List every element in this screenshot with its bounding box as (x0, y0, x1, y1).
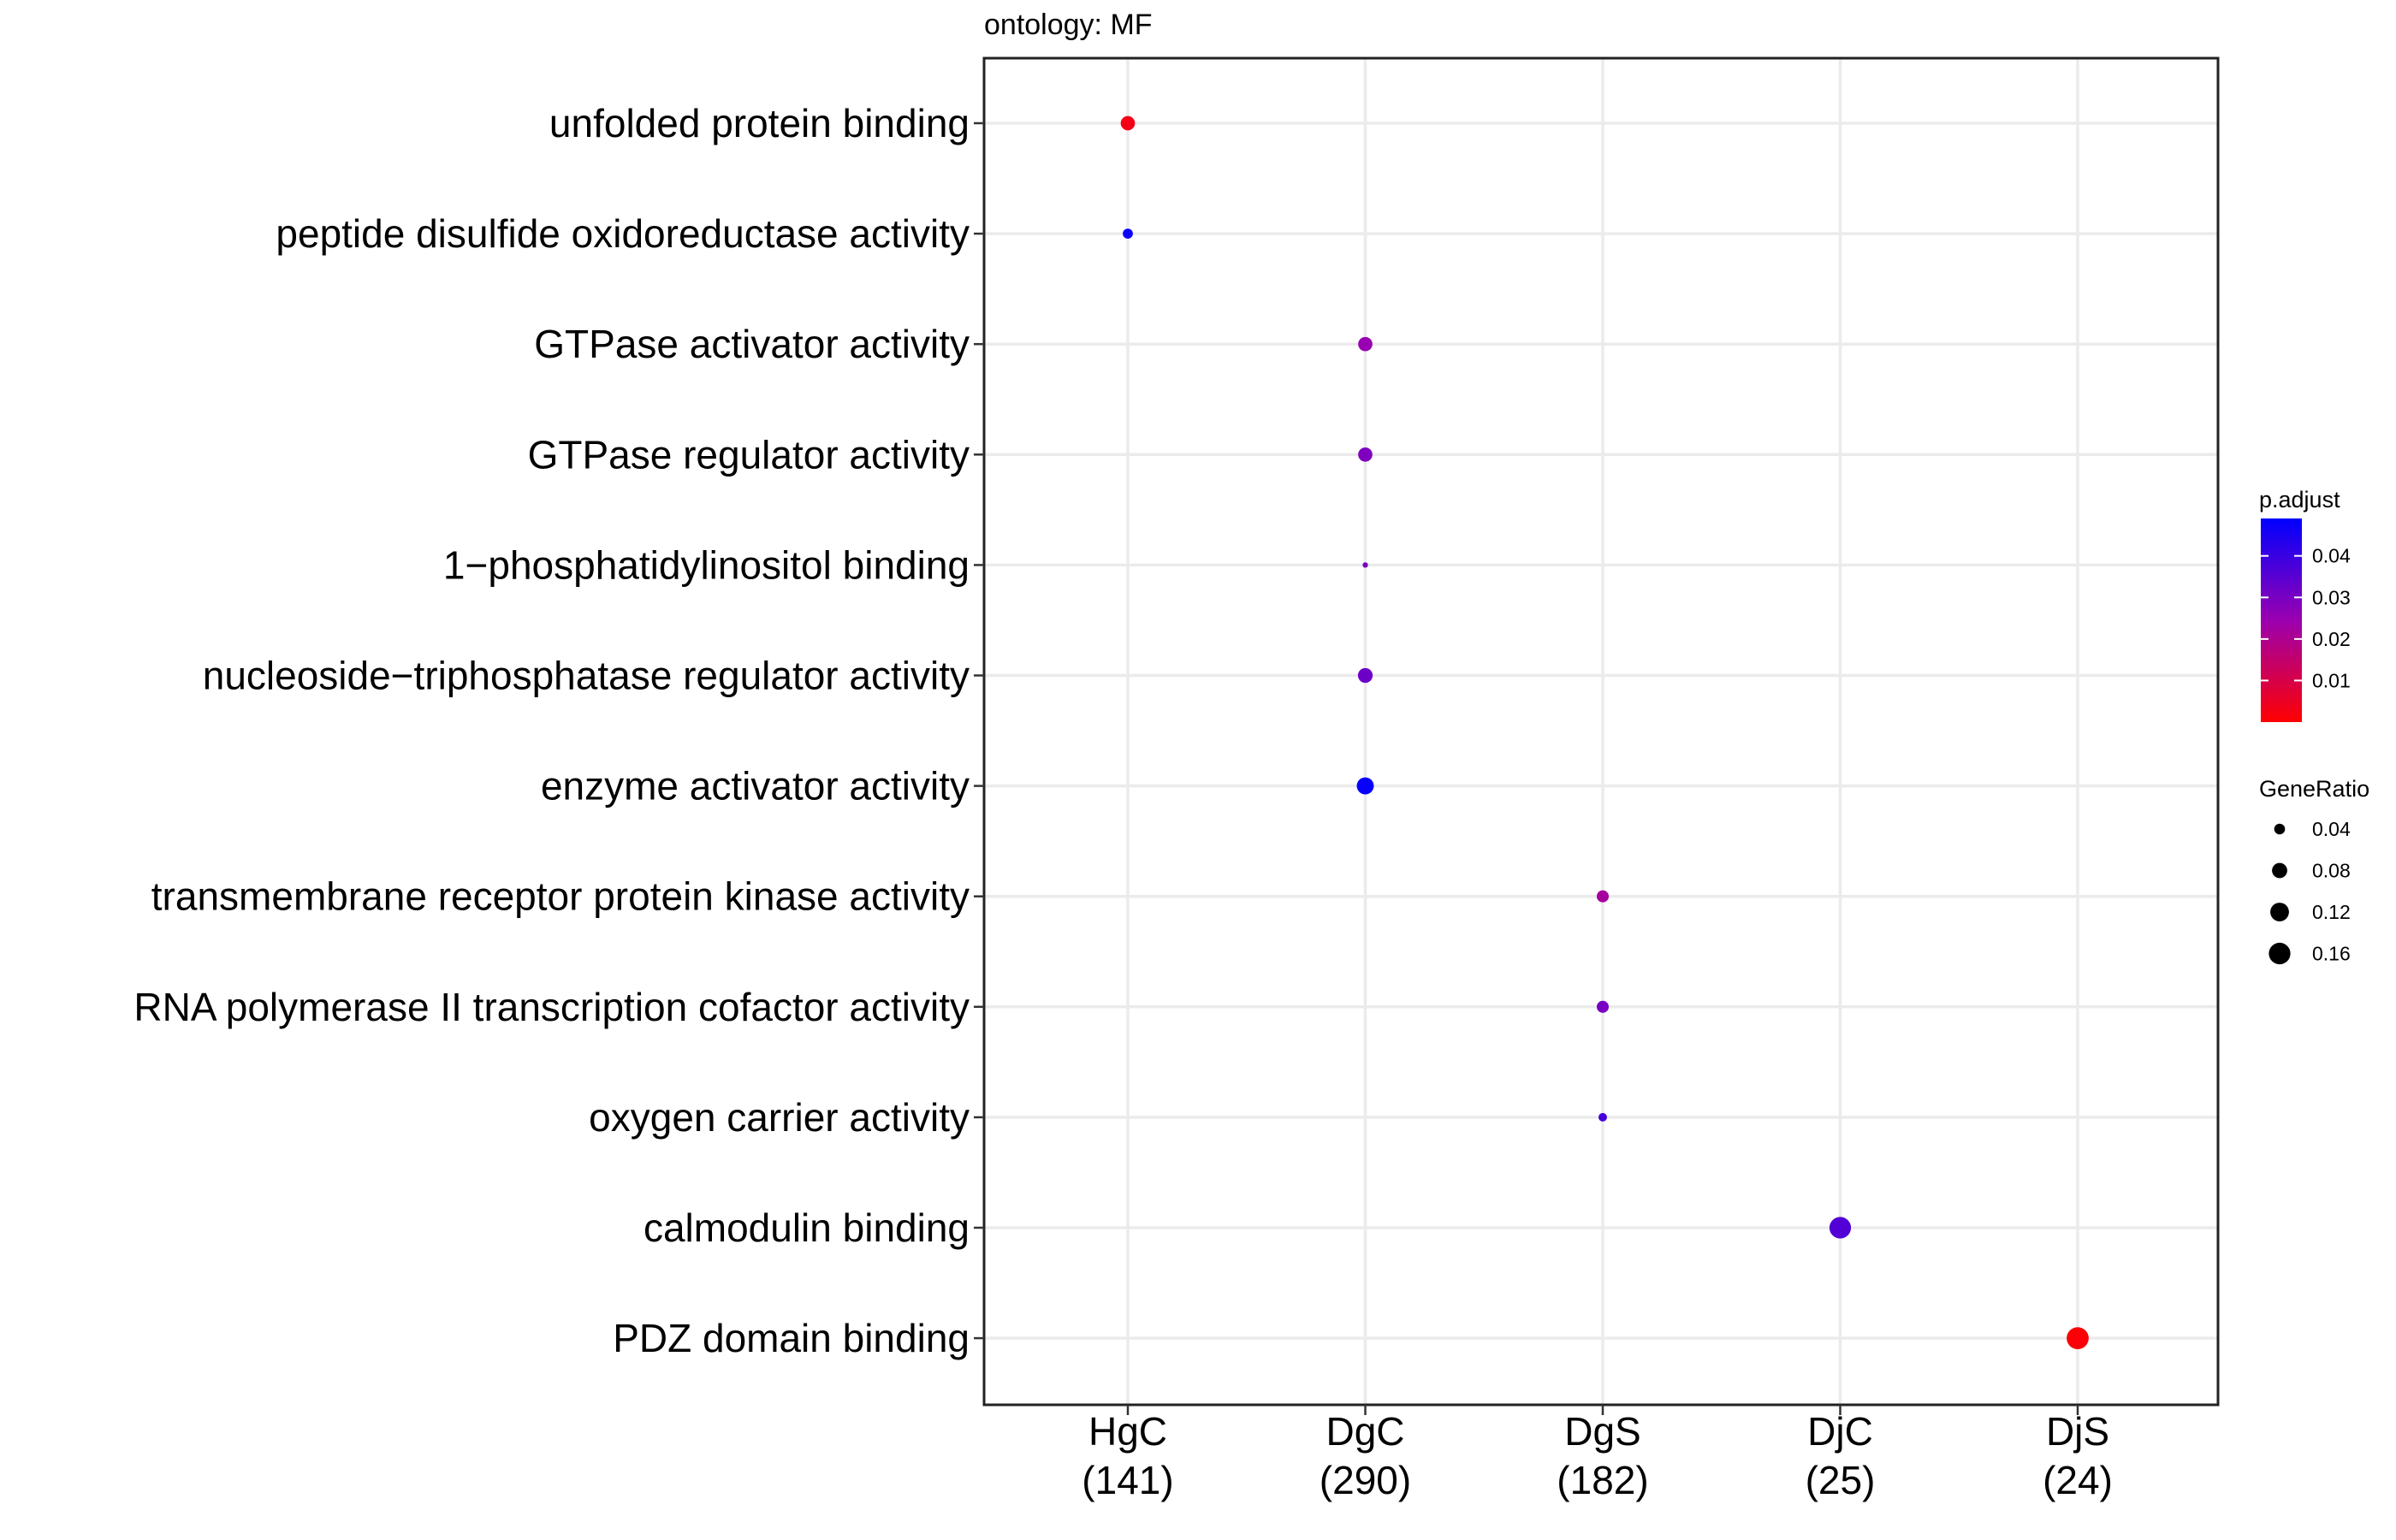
y-tick-label: unfolded protein binding (549, 101, 970, 145)
size-legend-dot (2274, 823, 2286, 835)
y-tick-label: enzyme activator activity (541, 764, 970, 808)
axis-ticks (974, 121, 2079, 1415)
data-point (1357, 667, 1373, 684)
y-tick-label: calmodulin binding (643, 1205, 970, 1250)
panel-border (982, 56, 2220, 1407)
x-axis-labels: HgC(141) DgC(290) DgS(182) DjC(25) DjS(24) (1082, 1409, 2113, 1502)
y-tick-label: peptide disulfide oxidoreductase activit… (276, 211, 970, 256)
y-tick-label: 1−phosphatidylinositol binding (443, 542, 970, 587)
y-tick-label: oxygen carrier activity (589, 1095, 970, 1140)
x-tick-count: (182) (1557, 1458, 1648, 1502)
data-point (1362, 562, 1368, 568)
legend: p.adjust 0.04 0.03 0.02 0.01 GeneRatio 0.04… (2259, 487, 2369, 965)
data-point (1356, 777, 1374, 795)
size-legend-label: 0.04 (2312, 818, 2351, 840)
size-legend-items: 0.04 0.08 0.12 0.16 (2268, 818, 2351, 965)
color-legend-tick-label: 0.02 (2312, 628, 2351, 650)
data-point (1829, 1217, 1852, 1239)
size-legend-dot (2270, 903, 2289, 921)
data-point (1358, 336, 1373, 352)
data-point (1123, 228, 1133, 239)
data-point (1596, 1000, 1610, 1013)
x-tick-label: DgS (1564, 1409, 1640, 1454)
data-point (1120, 116, 1136, 131)
data-point (1598, 1112, 1607, 1122)
x-tick-label: DjC (1807, 1409, 1873, 1454)
data-point (2067, 1327, 2089, 1349)
size-legend-title: GeneRatio (2259, 776, 2369, 802)
size-legend-label: 0.12 (2312, 901, 2351, 923)
gridlines (984, 58, 2218, 1405)
color-legend-title: p.adjust (2259, 487, 2340, 512)
size-legend-label: 0.08 (2312, 860, 2351, 882)
color-legend-bar (2261, 518, 2302, 722)
x-tick-label: HgC (1088, 1409, 1167, 1454)
y-axis-labels: unfolded protein binding peptide disulfid… (133, 101, 970, 1360)
size-legend-dot (2268, 942, 2291, 965)
color-legend-ticks: 0.04 0.03 0.02 0.01 (2261, 545, 2351, 691)
data-point (1596, 890, 1610, 903)
data-points (1120, 116, 2089, 1349)
x-tick-count: (24) (2043, 1458, 2113, 1502)
y-tick-label: RNA polymerase II transcription cofactor… (133, 985, 970, 1029)
x-tick-label: DjS (2046, 1409, 2109, 1454)
size-legend-label: 0.16 (2312, 943, 2351, 965)
color-legend-tick-label: 0.01 (2312, 669, 2351, 691)
y-tick-label: PDZ domain binding (613, 1316, 970, 1360)
chart-subtitle: ontology: MF (984, 9, 1153, 41)
y-tick-label: GTPase regulator activity (528, 432, 970, 477)
y-tick-label: transmembrane receptor protein kinase ac… (151, 874, 970, 919)
x-tick-count: (290) (1320, 1458, 1411, 1502)
data-point (1358, 447, 1373, 462)
x-tick-count: (25) (1806, 1458, 1876, 1502)
size-legend-dot (2272, 862, 2287, 879)
x-tick-label: DgC (1326, 1409, 1404, 1454)
color-legend-tick-label: 0.04 (2312, 545, 2351, 567)
color-legend-tick-label: 0.03 (2312, 586, 2351, 608)
y-tick-label: GTPase activator activity (534, 322, 970, 366)
x-tick-count: (141) (1082, 1458, 1173, 1502)
y-tick-label: nucleoside−triphosphatase regulator acti… (203, 654, 970, 698)
